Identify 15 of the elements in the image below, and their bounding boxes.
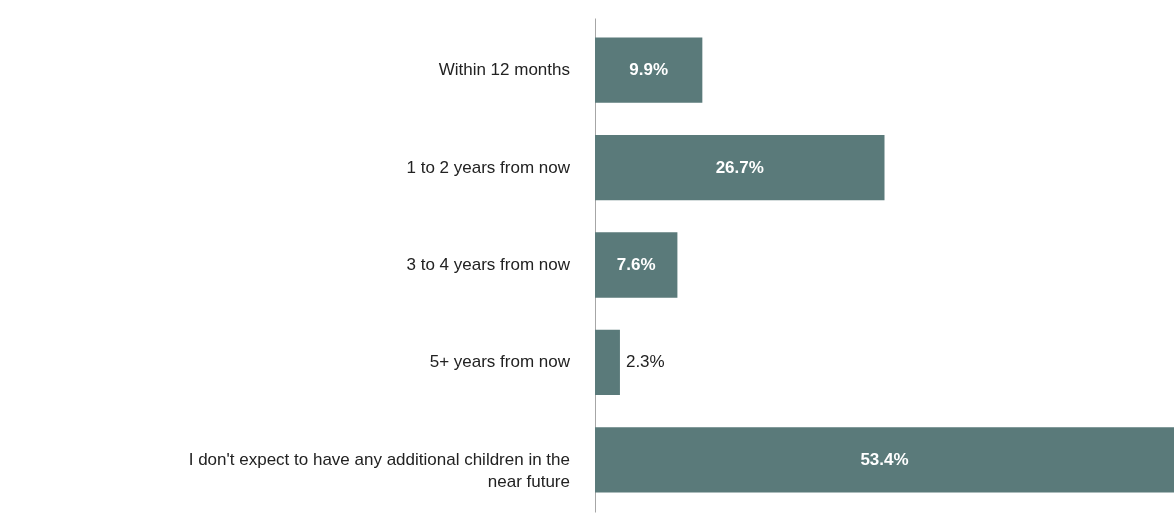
y-tick-label: 3 to 4 years from now — [406, 255, 571, 274]
data-label: 26.7% — [715, 157, 764, 177]
bar — [595, 329, 620, 396]
y-tick-label: I don't expect to have any additional children in the near future — [188, 449, 570, 491]
bar — [595, 232, 678, 298]
y-tick-label: 5+ years from now — [429, 352, 571, 372]
data-label: 9.9% — [629, 60, 669, 80]
data-label: 53.4% — [860, 449, 909, 469]
bar — [595, 37, 703, 103]
data-label: 2.3% — [625, 352, 665, 372]
y-tick-label: 1 to 2 years from now — [406, 157, 571, 177]
data-label: 7.6% — [616, 255, 656, 274]
y-tick-label: Within 12 months — [438, 60, 570, 80]
bar — [595, 427, 1174, 493]
bar — [595, 134, 885, 201]
